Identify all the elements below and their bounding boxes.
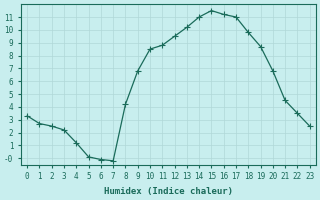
X-axis label: Humidex (Indice chaleur): Humidex (Indice chaleur): [104, 187, 233, 196]
